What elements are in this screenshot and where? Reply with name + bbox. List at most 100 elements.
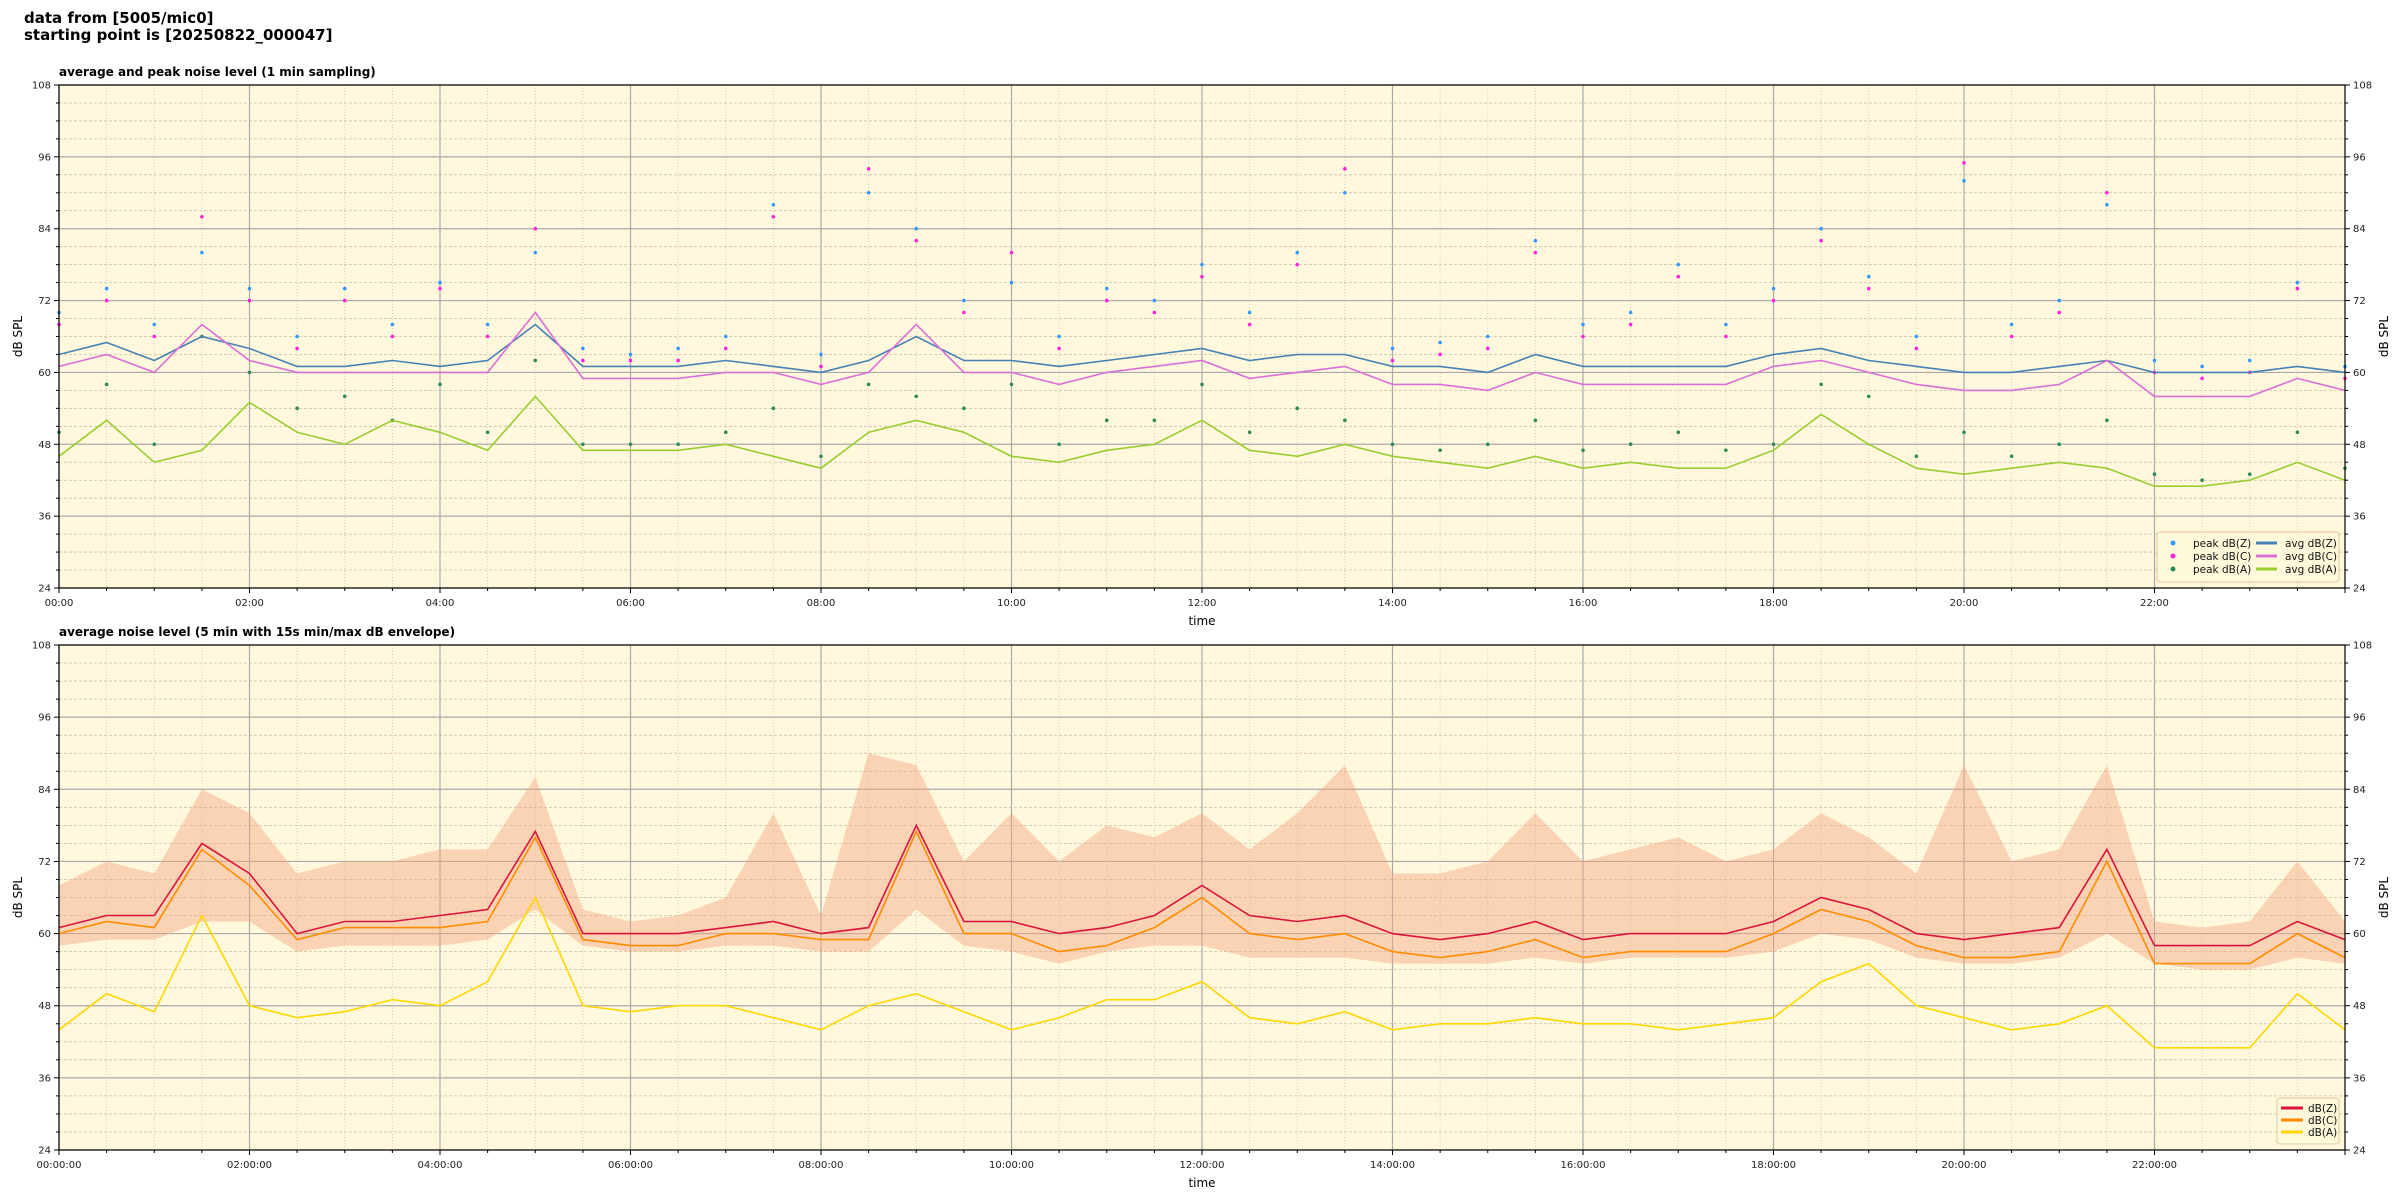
- point-peak-db-z: [438, 280, 442, 285]
- point-peak-db-z: [2105, 202, 2109, 207]
- y-tick-label: 84: [38, 785, 51, 796]
- point-peak-db-c: [1057, 346, 1061, 351]
- point-peak-db-a: [2009, 454, 2014, 459]
- point-peak-db-z: [2247, 358, 2252, 363]
- legend-marker: [2170, 566, 2176, 572]
- line-avg-db-z: [58, 323, 2346, 374]
- y-tick-label-right: 84: [2353, 785, 2366, 796]
- x-tick-label: 14:00: [1378, 598, 1407, 609]
- y-tick-label: 96: [38, 152, 51, 163]
- point-peak-db-a: [676, 442, 680, 447]
- point-peak-db-a: [152, 442, 157, 447]
- x-tick-label: 16:00: [1569, 598, 1598, 609]
- y-tick-label: 24: [38, 1146, 51, 1157]
- point-peak-db-z: [247, 286, 252, 291]
- point-peak-db-z: [104, 286, 109, 291]
- point-peak-db-c: [1152, 310, 1157, 315]
- point-peak-db-z: [1962, 179, 1966, 183]
- x-tick-label: 00:00: [45, 598, 74, 609]
- point-peak-db-a: [819, 454, 823, 459]
- y-tick-label-right: 36: [2353, 1073, 2366, 1084]
- point-peak-db-c: [581, 358, 585, 363]
- point-peak-db-a: [247, 370, 252, 375]
- minmax-envelope: [59, 753, 2345, 970]
- point-peak-db-z: [1152, 298, 1157, 303]
- legend-label: peak dB(A): [2193, 564, 2251, 576]
- y-tick-label: 108: [32, 641, 51, 652]
- point-peak-db-z: [723, 334, 728, 339]
- point-peak-db-z: [2152, 358, 2157, 363]
- point-peak-db-a: [2152, 472, 2157, 477]
- point-peak-db-c: [533, 226, 538, 231]
- point-peak-db-a: [1438, 448, 1442, 453]
- point-peak-db-c: [2057, 310, 2062, 315]
- x-tick-label: 12:00: [1188, 598, 1217, 609]
- point-peak-db-c: [2009, 334, 2014, 339]
- y-tick-label: 84: [38, 224, 51, 235]
- point-peak-db-z: [1866, 274, 1871, 279]
- y-tick-label-right: 60: [2353, 929, 2366, 940]
- point-peak-db-a: [1390, 442, 1395, 447]
- point-peak-db-a: [1104, 418, 1109, 423]
- legend-marker: [2170, 540, 2176, 546]
- point-peak-db-c: [1628, 322, 1633, 327]
- point-peak-db-z: [962, 298, 966, 303]
- point-peak-db-c: [866, 167, 871, 171]
- x-tick-label: 04:00: [426, 598, 455, 609]
- point-peak-db-z: [1914, 334, 1919, 339]
- y-tick-label-right: 48: [2353, 1001, 2366, 1012]
- point-peak-db-c: [676, 358, 680, 363]
- point-peak-db-z: [628, 352, 633, 357]
- point-peak-db-a: [485, 430, 490, 435]
- line-db-c: [58, 829, 2346, 965]
- point-peak-db-z: [533, 250, 538, 255]
- point-peak-db-c: [1295, 262, 1300, 267]
- point-peak-db-z: [1200, 262, 1204, 267]
- x-tick-label: 04:00:00: [418, 1160, 463, 1171]
- y-tick-label: 60: [38, 929, 51, 940]
- y-tick-label: 48: [38, 440, 51, 451]
- point-peak-db-a: [1676, 430, 1681, 435]
- y-axis-label: dB SPL: [11, 877, 25, 919]
- legend-label: peak dB(C): [2193, 551, 2251, 563]
- point-peak-db-z: [771, 202, 776, 207]
- line-avg-db-c: [58, 311, 2346, 398]
- y-tick-label: 60: [38, 368, 51, 379]
- point-peak-db-z: [485, 322, 490, 327]
- point-peak-db-z: [1295, 250, 1300, 255]
- x-tick-label: 10:00:00: [989, 1160, 1034, 1171]
- point-peak-db-a: [104, 382, 109, 387]
- point-peak-db-z: [2295, 280, 2300, 285]
- y-tick-label-right: 24: [2353, 584, 2366, 595]
- y-tick-label: 36: [38, 512, 51, 523]
- x-tick-label: 10:00: [997, 598, 1026, 609]
- y-axis-label-right: dB SPL: [2377, 877, 2391, 919]
- point-peak-db-z: [1676, 262, 1681, 267]
- point-peak-db-a: [581, 442, 585, 447]
- point-peak-db-a: [1343, 418, 1347, 423]
- y-tick-label-right: 108: [2353, 81, 2372, 92]
- point-peak-db-c: [2200, 376, 2204, 381]
- y-tick-label: 96: [38, 713, 51, 724]
- point-peak-db-z: [1438, 340, 1442, 345]
- point-peak-db-c: [390, 334, 395, 339]
- point-peak-db-a: [1771, 442, 1776, 447]
- point-peak-db-a: [771, 406, 776, 411]
- legend-label: avg dB(C): [2285, 551, 2337, 563]
- point-peak-db-z: [914, 226, 919, 231]
- point-peak-db-z: [1390, 346, 1395, 351]
- point-peak-db-a: [962, 406, 966, 411]
- point-peak-db-z: [200, 250, 204, 255]
- point-peak-db-z: [581, 346, 585, 351]
- y-tick-label: 36: [38, 1073, 51, 1084]
- point-peak-db-c: [1104, 298, 1109, 303]
- point-peak-db-z: [1343, 190, 1347, 195]
- point-peak-db-z: [390, 322, 395, 327]
- point-peak-db-c: [1200, 274, 1204, 279]
- point-peak-db-a: [2295, 430, 2300, 435]
- chart-title: average and peak noise level (1 min samp…: [59, 65, 376, 79]
- point-peak-db-a: [1247, 430, 1252, 435]
- point-peak-db-a: [1009, 382, 1014, 387]
- point-peak-db-z: [1485, 334, 1490, 339]
- point-peak-db-c: [295, 346, 299, 351]
